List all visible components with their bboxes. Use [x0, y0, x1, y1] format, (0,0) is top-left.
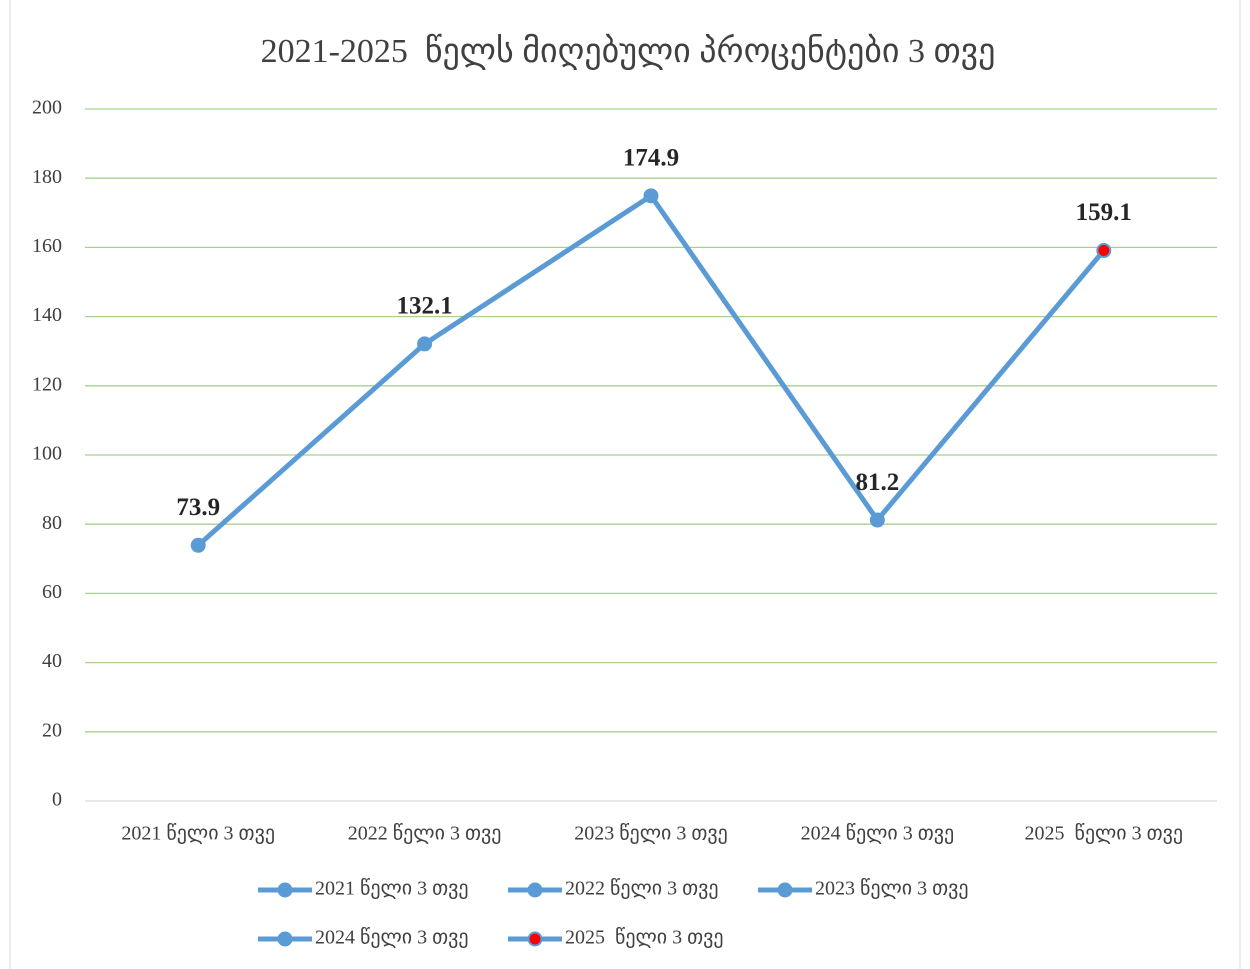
legend-marker [527, 882, 543, 898]
data-label: 73.9 [176, 494, 220, 521]
y-tick-label: 100 [32, 443, 62, 465]
y-tick-label: 140 [32, 304, 62, 326]
marker [417, 336, 433, 352]
chart-frame [9, 0, 1241, 969]
data-label: 81.2 [856, 469, 900, 496]
y-tick-label: 80 [42, 512, 62, 534]
y-tick-label: 120 [32, 373, 62, 395]
legend-label: 2021 წელი 3 თვე [315, 878, 469, 900]
legend-marker [777, 882, 793, 898]
legend-label: 2025 წელი 3 თვე [565, 927, 724, 949]
data-label: 132.1 [396, 293, 452, 320]
legend-marker [277, 882, 293, 898]
x-tick-label: 2024 წელი 3 თვე [801, 823, 955, 845]
y-tick-label: 180 [32, 166, 62, 188]
y-tick-label: 160 [32, 235, 62, 257]
x-tick-label: 2023 წელი 3 თვე [574, 823, 728, 845]
marker [643, 188, 659, 204]
y-tick-label: 60 [42, 581, 62, 603]
y-tick-label: 200 [32, 97, 62, 119]
legend-label: 2023 წელი 3 თვე [815, 878, 969, 900]
x-tick-label: 2025 წელი 3 თვე [1025, 823, 1184, 845]
legend-label: 2022 წელი 3 თვე [565, 878, 719, 900]
marker [190, 537, 206, 553]
y-tick-label: 40 [42, 650, 62, 672]
x-tick-label: 2021 წელი 3 თვე [121, 823, 275, 845]
marker [869, 512, 885, 528]
chart-title: 2021-2025 წელს მიღებული პროცენტები 3 თვე [261, 32, 996, 70]
legend-label: 2024 წელი 3 თვე [315, 927, 469, 949]
data-label: 174.9 [623, 145, 679, 172]
marker [1096, 243, 1112, 259]
y-tick-label: 0 [52, 789, 62, 811]
legend-marker [277, 931, 293, 947]
data-label: 159.1 [1076, 199, 1132, 226]
y-tick-label: 20 [42, 719, 62, 741]
legend-marker [527, 931, 543, 947]
x-tick-label: 2022 წელი 3 თვე [348, 823, 502, 845]
